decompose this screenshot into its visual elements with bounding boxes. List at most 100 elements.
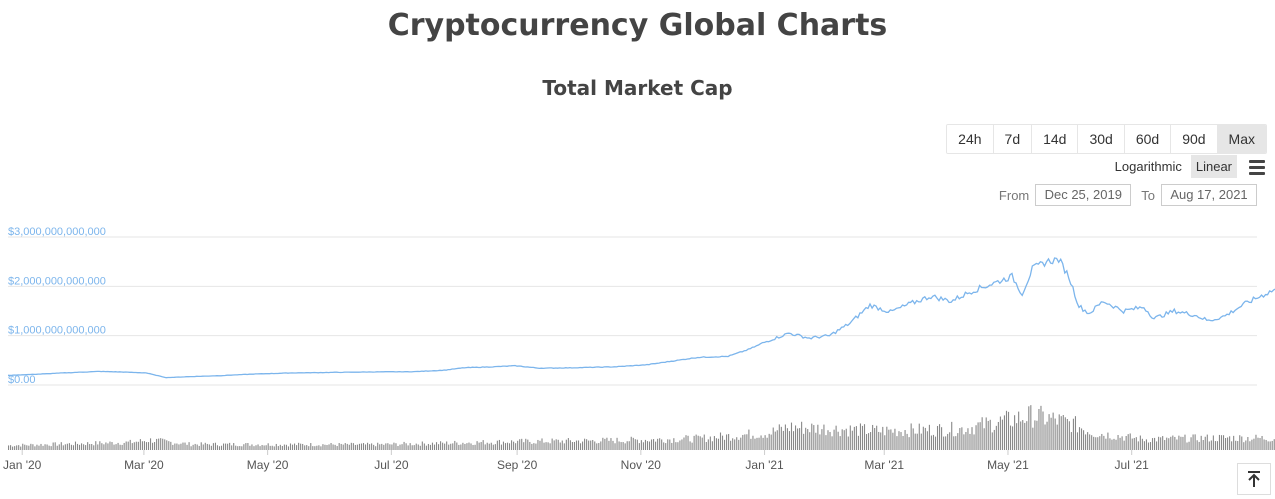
- volume-bar: [22, 443, 24, 450]
- volume-bar: [72, 445, 75, 450]
- volume-bar: [1147, 442, 1150, 450]
- scroll-to-top-button[interactable]: [1237, 463, 1271, 495]
- volume-bar: [640, 440, 642, 450]
- volume-bar: [991, 432, 993, 450]
- volume-bar: [511, 440, 513, 450]
- volume-bar: [577, 440, 580, 450]
- volume-bar: [324, 444, 326, 450]
- volume-bar: [799, 428, 801, 450]
- volume-bar: [81, 443, 83, 450]
- volume-bar: [1101, 433, 1103, 450]
- volume-bar: [1046, 421, 1048, 450]
- volume-bar: [1099, 436, 1101, 450]
- volume-bar: [809, 432, 811, 450]
- volume-bar: [1162, 436, 1164, 450]
- volume-bar: [636, 439, 638, 450]
- x-axis-label: Mar '20: [124, 458, 164, 472]
- volume-bar: [724, 439, 726, 450]
- volume-bar: [563, 443, 565, 450]
- volume-bar: [310, 443, 312, 450]
- volume-bar: [859, 423, 861, 450]
- volume-bar: [397, 445, 399, 450]
- volume-bar: [1036, 420, 1038, 450]
- volume-bar: [450, 443, 452, 450]
- volume-bar: [801, 421, 803, 450]
- range-button-30d[interactable]: 30d: [1077, 125, 1124, 153]
- range-button-60d[interactable]: 60d: [1123, 125, 1171, 153]
- volume-bar: [1188, 441, 1190, 450]
- volume-bar: [472, 445, 474, 450]
- volume-bar: [1145, 439, 1147, 450]
- volume-bar: [973, 434, 975, 450]
- volume-bar: [10, 445, 12, 450]
- volume-bar: [608, 440, 610, 450]
- volume-bar: [350, 442, 352, 450]
- range-button-24h[interactable]: 24h: [947, 125, 993, 153]
- logarithmic-button[interactable]: Logarithmic: [1114, 159, 1182, 174]
- range-button-14d[interactable]: 14d: [1031, 125, 1078, 153]
- x-axis-label: Jan '20: [3, 458, 42, 472]
- range-button-7d[interactable]: 7d: [992, 125, 1032, 153]
- volume-bar: [847, 436, 849, 450]
- volume-bar: [438, 444, 440, 450]
- volume-bar: [675, 442, 677, 450]
- volume-bar: [642, 442, 644, 450]
- volume-bar: [835, 425, 837, 450]
- volume-bar: [156, 438, 158, 450]
- volume-bar: [527, 439, 529, 450]
- volume-bar: [119, 444, 121, 450]
- volume-bar: [476, 441, 478, 450]
- range-button-max[interactable]: Max: [1216, 125, 1266, 153]
- volume-bar: [679, 440, 681, 450]
- linear-button[interactable]: Linear: [1190, 155, 1237, 178]
- volume-bar: [638, 443, 640, 450]
- volume-bar: [1040, 405, 1042, 450]
- volume-bar: [26, 445, 28, 450]
- volume-bar: [677, 442, 679, 450]
- volume-bar: [567, 438, 569, 450]
- volume-bar: [788, 431, 791, 450]
- volume-bar: [460, 444, 462, 450]
- volume-bar: [748, 429, 750, 450]
- volume-bar: [1062, 414, 1064, 450]
- volume-bar: [918, 423, 920, 450]
- volume-bar: [326, 445, 328, 450]
- volume-bar: [993, 429, 995, 450]
- volume-bar: [458, 444, 460, 450]
- volume-bar: [403, 441, 405, 450]
- volume-bar: [1149, 442, 1152, 450]
- volume-bar: [805, 427, 807, 450]
- volume-bar: [291, 444, 294, 450]
- volume-bar: [415, 443, 417, 450]
- volume-bar: [208, 444, 210, 450]
- hamburger-menu-icon[interactable]: [1247, 159, 1267, 175]
- volume-bar: [906, 433, 908, 450]
- to-date-input[interactable]: Aug 17, 2021: [1161, 184, 1257, 206]
- volume-bar: [395, 443, 397, 450]
- volume-bar: [158, 438, 160, 450]
- volume-bar: [1107, 432, 1109, 450]
- volume-bar: [1103, 435, 1105, 450]
- volume-bar: [912, 428, 914, 450]
- volume-bar: [1231, 441, 1233, 450]
- volume-bar: [1028, 406, 1030, 450]
- volume-bar: [878, 431, 880, 450]
- volume-bar: [987, 420, 989, 450]
- volume-bar: [851, 430, 853, 450]
- range-button-90d[interactable]: 90d: [1170, 125, 1217, 153]
- volume-bar: [1170, 436, 1172, 450]
- volume-bar: [145, 442, 148, 450]
- volume-bar: [129, 439, 131, 450]
- volume-bar: [671, 442, 673, 450]
- from-date-input[interactable]: Dec 25, 2019: [1035, 184, 1132, 206]
- volume-bar: [18, 445, 20, 450]
- volume-bar: [399, 444, 401, 450]
- volume-bar: [186, 444, 188, 450]
- volume-bar: [849, 425, 851, 450]
- volume-bar: [561, 440, 563, 450]
- volume-bar: [385, 443, 387, 450]
- volume-bar: [523, 442, 525, 450]
- volume-bar: [34, 446, 36, 450]
- volume-bar: [375, 446, 377, 450]
- volume-bar: [803, 433, 805, 450]
